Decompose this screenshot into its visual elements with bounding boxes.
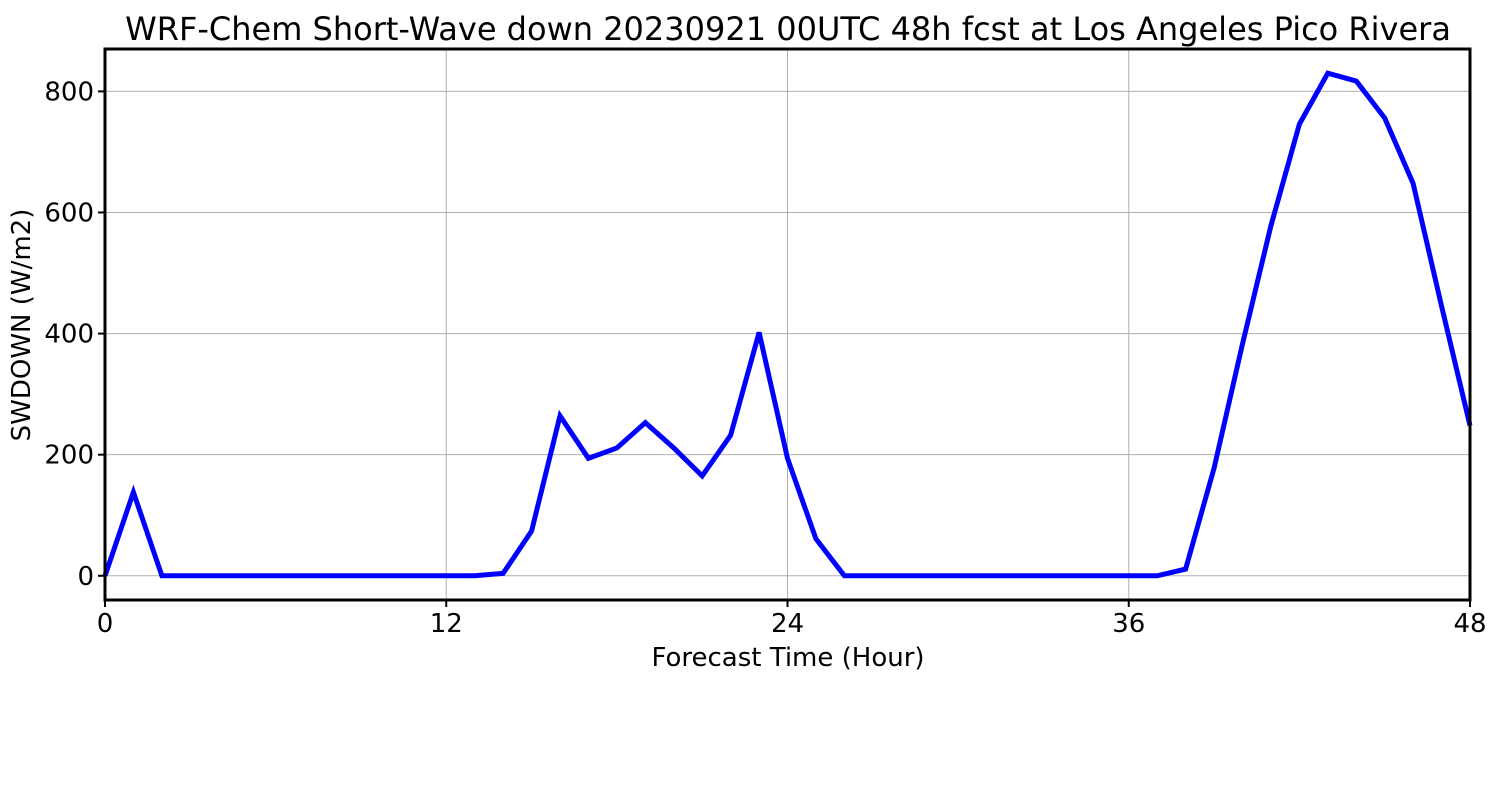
x-tick-label: 48: [1453, 609, 1486, 639]
y-tick-label: 600: [44, 198, 94, 228]
y-tick-label: 200: [44, 441, 94, 471]
x-tick-label: 24: [771, 609, 804, 639]
x-tick-label: 36: [1112, 609, 1145, 639]
y-tick-label: 400: [44, 320, 94, 350]
grid: [104, 49, 1471, 600]
x-axis-label: Forecast Time (Hour): [651, 643, 924, 673]
series-line: [102, 70, 1473, 579]
x-tick-label: 0: [97, 609, 114, 639]
y-axis-label: SWDOWN (W/m2): [7, 209, 37, 442]
series-layer: [102, 70, 1473, 579]
y-tick-label: 0: [77, 562, 94, 592]
chart-title: WRF-Chem Short-Wave down 20230921 00UTC …: [125, 10, 1451, 48]
x-tick-label: 12: [430, 609, 463, 639]
y-tick-label: 800: [44, 77, 94, 107]
ticks: 0 12 24 36 48 0 200 400 600 800: [44, 77, 1486, 639]
